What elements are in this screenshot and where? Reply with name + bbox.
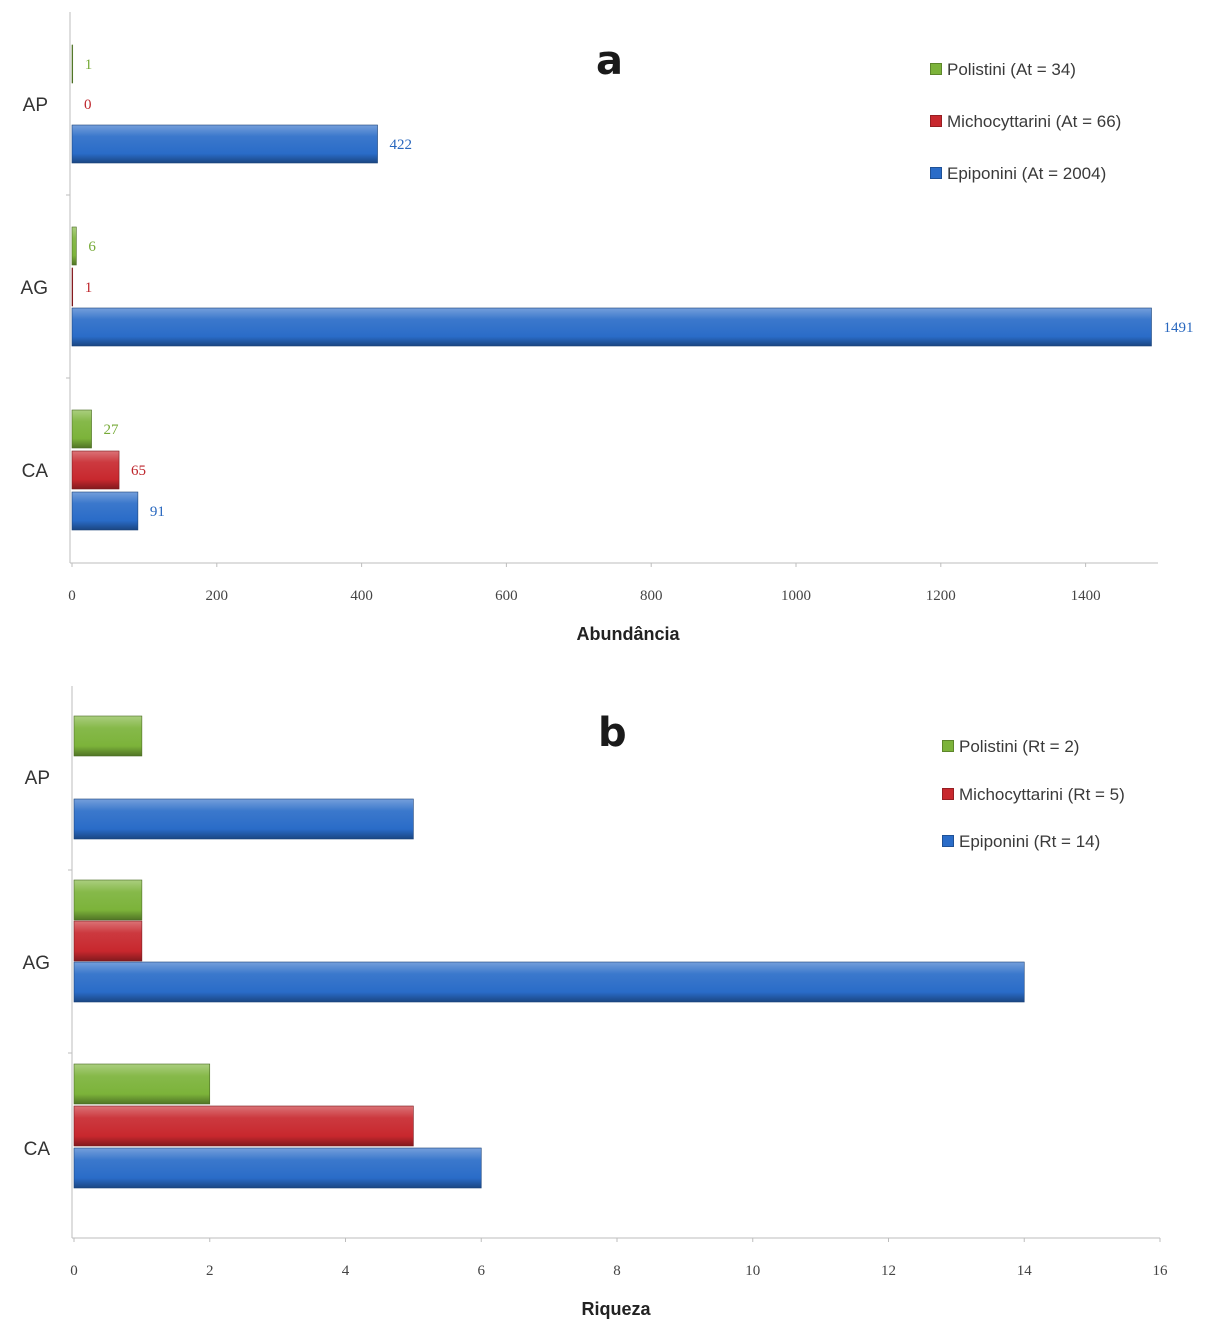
- legend-swatch-polistini: [930, 63, 942, 75]
- x-axis-title-a: Abundância: [576, 624, 680, 644]
- x-tick-label: 1000: [781, 588, 811, 604]
- bar-polistini-ca: [73, 1063, 211, 1105]
- chart-panel-a: 0 200 400 600 800 1000 1200 1400 AP AG CA 1 0 422 6 1 14…: [0, 0, 1216, 660]
- panel-letter-b: b: [598, 710, 627, 756]
- x-tick-label: 10: [745, 1263, 760, 1279]
- data-label: 0: [84, 97, 92, 113]
- legend-item-polistini: Polistini (At = 34): [930, 60, 1076, 80]
- data-label: 1: [85, 280, 93, 296]
- bar-polistini-ap: [73, 715, 143, 757]
- x-tick-label: 1200: [926, 588, 956, 604]
- legend-label-michocyttarini: Michocyttarini (At = 66): [947, 112, 1122, 131]
- data-label: 91: [150, 504, 165, 520]
- x-tick-label: 0: [70, 1263, 78, 1279]
- richness-chart: 0 2 4 6 8 10 12 14 16 AP AG CA: [23, 686, 1169, 1279]
- bar-epiponini-ap: [71, 124, 378, 164]
- y-category-label: CA: [22, 461, 49, 482]
- panel-letter-a: a: [596, 38, 623, 84]
- bar-epiponini-ag: [73, 961, 1025, 1003]
- legend-label-polistini: Polistini (At = 34): [947, 60, 1076, 79]
- y-category-label: AP: [23, 95, 48, 116]
- x-axis-title-b: Riqueza: [581, 1299, 651, 1319]
- legend-item-michocyttarini: Michocyttarini (At = 66): [930, 112, 1121, 132]
- legend-swatch-michocyttarini: [942, 788, 954, 800]
- bar-michocyttarini-ca: [71, 450, 120, 490]
- abundance-chart: 0 200 400 600 800 1000 1200 1400 AP AG CA 1 0 422 6 1 14…: [21, 12, 1193, 604]
- legend-item-polistini: Polistini (Rt = 2): [942, 737, 1079, 757]
- x-tick-label: 800: [640, 588, 663, 604]
- legend-label-michocyttarini: Michocyttarini (Rt = 5): [959, 785, 1125, 804]
- data-label: 27: [104, 422, 120, 438]
- bar-epiponini-ap: [73, 798, 414, 840]
- x-tick-label: 14: [1017, 1263, 1033, 1279]
- legend-item-epiponini: Epiponini (Rt = 14): [942, 832, 1100, 852]
- y-category-label: AG: [23, 953, 50, 974]
- legend-label-polistini: Polistini (Rt = 2): [959, 737, 1080, 756]
- x-tick-label: 8: [613, 1263, 621, 1279]
- bar-polistini-ap: [71, 44, 74, 84]
- x-tick-label: 6: [478, 1263, 486, 1279]
- x-tick-label: 12: [881, 1263, 896, 1279]
- bar-polistini-ag: [73, 879, 143, 921]
- bar-epiponini-ag: [71, 307, 1152, 347]
- y-category-label: AG: [21, 278, 48, 299]
- x-tick-label: 600: [495, 588, 518, 604]
- y-category-label: AP: [25, 768, 50, 789]
- legend-swatch-epiponini: [942, 835, 954, 847]
- bar-polistini-ag: [71, 226, 77, 266]
- data-label: 1491: [1163, 320, 1193, 336]
- x-tick-label: 4: [342, 1263, 350, 1279]
- bar-epiponini-ca: [73, 1147, 482, 1189]
- bar-polistini-ca: [71, 409, 92, 449]
- legend-item-michocyttarini: Michocyttarini (Rt = 5): [942, 785, 1125, 805]
- legend-swatch-polistini: [942, 740, 954, 752]
- bar-epiponini-ca: [71, 491, 139, 531]
- y-category-label: CA: [24, 1139, 51, 1160]
- x-tick-label: 16: [1153, 1263, 1169, 1279]
- legend-swatch-michocyttarini: [930, 115, 942, 127]
- legend-label-epiponini: Epiponini (Rt = 14): [959, 832, 1101, 851]
- data-label: 6: [88, 239, 96, 255]
- chart-panel-b: 0 2 4 6 8 10 12 14 16 AP AG CA b Polistini (Rt = 2)…: [0, 660, 1216, 1322]
- x-tick-label: 400: [350, 588, 373, 604]
- bar-michocyttarini-ag: [71, 267, 74, 307]
- data-label: 422: [390, 137, 413, 153]
- legend-label-epiponini: Epiponini (At = 2004): [947, 164, 1107, 183]
- legend-swatch-epiponini: [930, 167, 942, 179]
- bar-michocyttarini-ca: [73, 1105, 414, 1147]
- data-label: 1: [85, 57, 93, 73]
- x-tick-label: 200: [206, 588, 229, 604]
- x-tick-label: 1400: [1071, 588, 1101, 604]
- bar-michocyttarini-ag: [73, 920, 143, 962]
- data-label: 65: [131, 463, 146, 479]
- x-tick-label: 0: [68, 588, 76, 604]
- legend-item-epiponini: Epiponini (At = 2004): [930, 164, 1106, 184]
- x-tick-label: 2: [206, 1263, 214, 1279]
